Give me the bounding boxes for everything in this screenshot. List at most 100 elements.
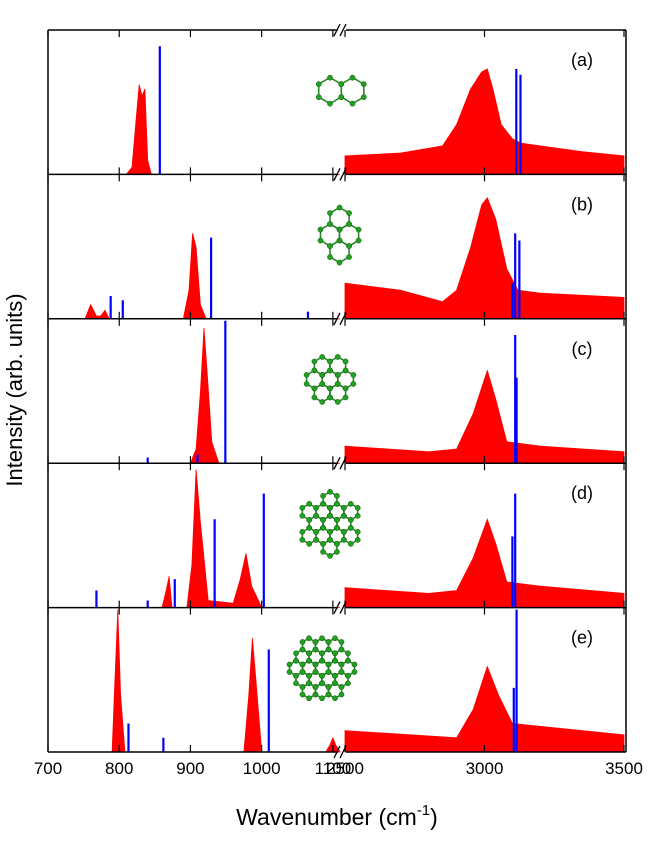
molecule-ring [319, 78, 342, 104]
x-tick-label: 800 [105, 759, 133, 778]
molecule-atom [343, 368, 348, 373]
molecule-atom [300, 505, 305, 510]
molecule-atom [314, 537, 319, 542]
molecule-atom [320, 399, 325, 404]
molecule-atom [332, 651, 337, 656]
panel-label: (b) [571, 194, 593, 214]
molecule-atom [334, 525, 339, 530]
molecule-atom [326, 647, 331, 652]
molecule-atom [327, 489, 332, 494]
molecule-atom [348, 541, 353, 546]
molecule-atom [293, 681, 298, 686]
molecule-atom [300, 662, 305, 667]
molecule-atom [356, 238, 361, 243]
molecule-atom [334, 549, 339, 554]
molecule-atom [312, 368, 317, 373]
molecule-atom [287, 669, 292, 674]
molecule-atom [327, 243, 332, 248]
molecule-atom [320, 541, 325, 546]
molecule-atom [339, 82, 344, 87]
panel-label: (a) [571, 50, 593, 70]
molecule-atom [313, 662, 318, 667]
molecule-atom [337, 227, 342, 232]
molecule-icon [300, 489, 361, 558]
molecule-atom [334, 517, 339, 522]
molecule-atom [307, 541, 312, 546]
molecule-atom [355, 537, 360, 542]
molecule-atom [313, 669, 318, 674]
molecule-atom [300, 537, 305, 542]
molecule-atom [326, 684, 331, 689]
molecule-atom [312, 359, 317, 364]
molecule-atom [316, 95, 321, 100]
molecule-atom [319, 681, 324, 686]
molecule-atom [339, 639, 344, 644]
molecule-atom [293, 651, 298, 656]
molecule-atom [361, 82, 366, 87]
page: {"chart_data": { "type": "stacked-spectr… [0, 0, 656, 842]
molecule-atom [304, 381, 309, 386]
molecule-atom [339, 95, 344, 100]
molecule-atom [350, 101, 355, 106]
molecule-atom [326, 692, 331, 697]
molecule-atom [300, 639, 305, 644]
molecule-atom [318, 227, 323, 232]
x-tick-label: 900 [176, 759, 204, 778]
molecule-atom [337, 205, 342, 210]
molecule-atom [314, 529, 319, 534]
molecule-atom [327, 101, 332, 106]
x-axis-label-exponent: -1 [417, 802, 430, 819]
molecule-atom [327, 537, 332, 542]
experimental-spectrum [345, 371, 624, 464]
molecule-atom [334, 501, 339, 506]
molecule-atom [313, 647, 318, 652]
molecule-atom [307, 517, 312, 522]
molecule-atom [346, 254, 351, 259]
molecule-atom [332, 658, 337, 663]
molecule-atom [293, 673, 298, 678]
molecule-atom [352, 669, 357, 674]
molecule-atom [327, 386, 332, 391]
panel-label: (c) [572, 339, 593, 359]
experimental-spectrum [48, 470, 340, 608]
experimental-spectrum [345, 667, 624, 752]
molecule-atom [339, 662, 344, 667]
experimental-spectrum [48, 85, 340, 175]
molecule-atom [355, 505, 360, 510]
molecule-atom [341, 513, 346, 518]
molecule-atom [319, 658, 324, 663]
panel [48, 321, 624, 463]
molecule-icon [316, 75, 366, 106]
molecule-atom [300, 692, 305, 697]
experimental-spectrum [345, 198, 624, 319]
molecule-atom [345, 658, 350, 663]
molecule-atom [326, 662, 331, 667]
molecule-atom [293, 658, 298, 663]
molecule-atom [327, 221, 332, 226]
molecule-atom [348, 517, 353, 522]
molecule-atom [316, 82, 321, 87]
panel [48, 470, 624, 608]
molecule-atom [306, 681, 311, 686]
molecule-atom [300, 529, 305, 534]
molecule-atom [313, 639, 318, 644]
molecule-atom [320, 381, 325, 386]
molecule-atom [343, 386, 348, 391]
experimental-spectrum [345, 69, 624, 174]
molecule-atom [320, 372, 325, 377]
molecule-atom [348, 525, 353, 530]
molecule-atom [326, 639, 331, 644]
molecule-atom [339, 647, 344, 652]
molecule-atom [327, 395, 332, 400]
molecule-icon [318, 205, 361, 265]
molecule-atom [306, 658, 311, 663]
molecule-atom [326, 669, 331, 674]
molecule-atom [335, 399, 340, 404]
molecule-atom [341, 529, 346, 534]
molecule-atom [320, 525, 325, 530]
molecule-atom [306, 636, 311, 641]
molecule-atom [334, 493, 339, 498]
molecule-atom [327, 254, 332, 259]
molecule-atom [319, 696, 324, 701]
molecule-atom [343, 395, 348, 400]
